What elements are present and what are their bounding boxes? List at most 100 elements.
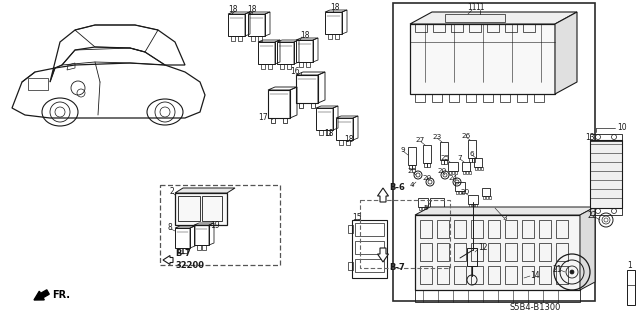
Bar — [505, 24, 517, 32]
Bar — [410, 24, 555, 94]
Bar — [419, 207, 421, 210]
Bar — [627, 270, 635, 305]
Polygon shape — [580, 207, 595, 290]
Text: 3: 3 — [502, 215, 508, 221]
Bar — [424, 163, 427, 167]
Bar — [483, 94, 493, 102]
Bar — [432, 94, 442, 102]
FancyArrow shape — [163, 256, 173, 264]
Text: 8: 8 — [168, 224, 172, 233]
Bar — [454, 220, 466, 238]
Polygon shape — [175, 188, 235, 193]
Text: 27: 27 — [415, 137, 424, 143]
Bar — [420, 243, 432, 261]
Bar — [482, 188, 490, 196]
Bar — [472, 204, 474, 207]
Polygon shape — [555, 12, 577, 94]
Bar — [448, 162, 458, 171]
Bar — [481, 167, 483, 170]
Bar — [336, 118, 353, 140]
Bar — [175, 228, 190, 248]
Bar — [534, 94, 544, 102]
Bar — [197, 245, 201, 250]
Bar — [471, 243, 483, 261]
Text: 18: 18 — [330, 4, 339, 12]
Text: 20: 20 — [437, 168, 447, 174]
Bar — [434, 208, 436, 211]
Bar — [418, 198, 428, 207]
Bar — [296, 40, 313, 62]
Text: 32200: 32200 — [175, 261, 204, 270]
Bar — [355, 259, 384, 272]
Text: 15: 15 — [352, 213, 362, 222]
Bar — [319, 130, 323, 135]
Bar — [452, 171, 454, 174]
Bar — [483, 196, 485, 199]
Bar — [455, 182, 465, 191]
Bar — [489, 196, 491, 199]
Bar — [469, 24, 481, 32]
Bar — [539, 243, 551, 261]
Bar — [454, 266, 466, 284]
Bar — [471, 266, 483, 284]
Circle shape — [570, 270, 574, 274]
Text: S5B4-B1300: S5B4-B1300 — [509, 303, 561, 313]
Bar — [463, 171, 465, 174]
Bar — [283, 118, 287, 123]
Bar — [522, 220, 534, 238]
Bar — [445, 14, 505, 22]
Bar — [505, 266, 517, 284]
Bar — [468, 195, 478, 204]
Bar — [475, 167, 477, 170]
Bar — [590, 134, 622, 141]
Bar — [469, 171, 471, 174]
Bar — [488, 266, 500, 284]
FancyArrow shape — [34, 290, 49, 300]
Bar — [427, 163, 430, 167]
Bar — [462, 191, 464, 194]
Bar — [466, 171, 468, 174]
Bar — [590, 208, 622, 215]
Bar — [231, 36, 235, 41]
Bar — [469, 158, 472, 162]
Bar — [449, 94, 459, 102]
Bar — [346, 140, 350, 145]
Text: 22: 22 — [588, 211, 596, 220]
Bar — [466, 94, 476, 102]
Bar — [486, 196, 488, 199]
Bar — [437, 243, 449, 261]
Bar — [360, 200, 450, 268]
Text: 18: 18 — [228, 5, 237, 14]
Bar — [175, 193, 227, 225]
Bar — [556, 266, 568, 284]
Bar — [299, 103, 303, 108]
Bar — [160, 185, 280, 265]
Text: 6: 6 — [470, 151, 474, 157]
Bar — [251, 36, 255, 41]
Bar — [393, 3, 595, 301]
Text: 11: 11 — [476, 4, 484, 12]
Text: 7: 7 — [458, 155, 462, 161]
Bar — [539, 266, 551, 284]
Bar — [28, 78, 48, 90]
Bar — [539, 220, 551, 238]
Bar — [409, 165, 412, 169]
Bar — [355, 223, 384, 236]
Bar — [422, 207, 424, 210]
Bar — [415, 24, 427, 32]
Text: 4: 4 — [410, 182, 414, 188]
Text: 5: 5 — [424, 205, 428, 211]
Text: 14: 14 — [530, 271, 540, 279]
Text: 11: 11 — [467, 4, 477, 12]
Bar — [420, 220, 432, 238]
Text: 18: 18 — [300, 32, 310, 41]
Bar — [280, 64, 284, 69]
Bar — [522, 243, 534, 261]
Text: B-6: B-6 — [389, 182, 405, 191]
Bar — [523, 24, 535, 32]
Bar — [415, 94, 425, 102]
Text: 17: 17 — [258, 114, 268, 122]
Bar — [505, 243, 517, 261]
Bar — [258, 42, 275, 64]
Text: 25: 25 — [440, 155, 450, 161]
